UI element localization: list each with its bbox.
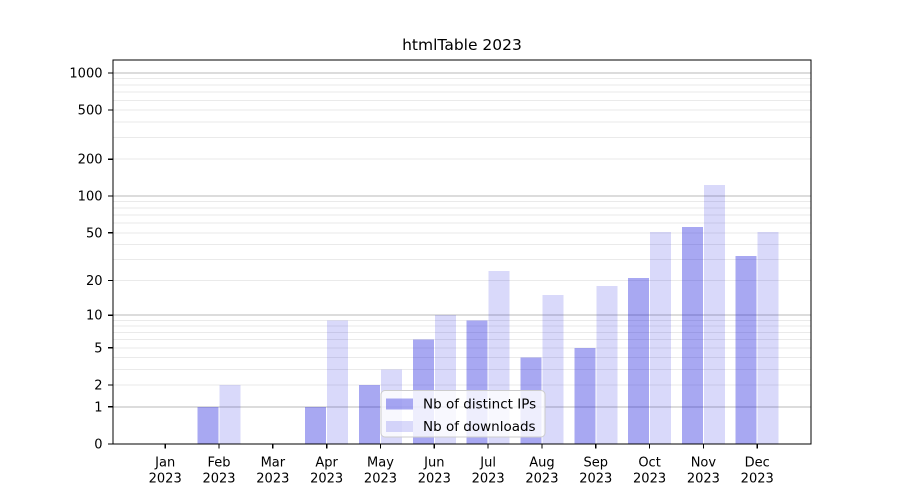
plot-border xyxy=(112,59,812,445)
x-tick-label: Jun xyxy=(423,456,444,471)
y-tick-label: 10 xyxy=(86,309,103,324)
bar-downloads-apr xyxy=(327,320,349,444)
y-tick-label: 500 xyxy=(78,104,103,119)
y-tick-label: 20 xyxy=(86,274,103,289)
y-tick-label: 2 xyxy=(94,378,102,393)
axes: 01251020501002005001000Jan2023Feb2023Mar… xyxy=(69,59,812,487)
bar-ips-oct xyxy=(628,277,650,444)
bar-ips-nov xyxy=(681,226,703,444)
x-tick-label-year: 2023 xyxy=(310,472,343,487)
x-tick-label: May xyxy=(367,456,394,471)
chart-title: htmlTable 2023 xyxy=(402,36,522,54)
y-tick-label: 100 xyxy=(78,190,103,205)
x-tick-label-year: 2023 xyxy=(149,472,182,487)
legend-swatch-ips xyxy=(386,398,413,410)
bar-downloads-oct xyxy=(650,231,672,444)
x-tick-label-year: 2023 xyxy=(202,472,235,487)
y-tick-label: 1 xyxy=(94,400,102,415)
y-tick-label: 5 xyxy=(94,341,102,356)
legend-box xyxy=(380,390,546,438)
x-tick-label: Mar xyxy=(261,456,286,471)
legend: Nb of distinct IPs Nb of downloads xyxy=(380,390,546,438)
x-tick-label: Jul xyxy=(479,456,496,471)
y-tick-label: 1000 xyxy=(69,66,102,81)
x-tick-label-year: 2023 xyxy=(418,472,451,487)
x-tick-label: Dec xyxy=(745,456,770,471)
bar-downloads-feb xyxy=(219,384,241,444)
x-tick-label: Oct xyxy=(638,456,660,471)
bar-downloads-dec xyxy=(757,231,779,444)
x-tick-label: Feb xyxy=(208,456,231,471)
y-tick-label: 200 xyxy=(78,153,103,168)
x-tick-label: Aug xyxy=(529,456,554,471)
bar-ips-dec xyxy=(735,256,757,444)
x-tick-label-year: 2023 xyxy=(633,472,666,487)
legend-label-ips: Nb of distinct IPs xyxy=(423,397,536,413)
x-tick-label-year: 2023 xyxy=(579,472,612,487)
x-tick-label-year: 2023 xyxy=(525,472,558,487)
x-tick-label: Nov xyxy=(691,456,717,471)
legend-label-downloads: Nb of downloads xyxy=(423,419,536,435)
bar-downloads-nov xyxy=(703,185,725,444)
bar-downloads-sep xyxy=(596,285,618,444)
x-tick-label: Sep xyxy=(584,456,609,471)
x-tick-label-year: 2023 xyxy=(687,472,720,487)
x-tick-label-year: 2023 xyxy=(364,472,397,487)
y-tick-label: 50 xyxy=(86,226,103,241)
x-tick-label: Jan xyxy=(154,456,175,471)
bar-downloads-aug xyxy=(542,295,564,444)
x-tick-label-year: 2023 xyxy=(472,472,505,487)
x-tick-label-year: 2023 xyxy=(256,472,289,487)
bar-ips-apr xyxy=(305,406,327,444)
bar-ips-may xyxy=(358,384,380,444)
x-tick-label-year: 2023 xyxy=(741,472,774,487)
bar-ips-feb xyxy=(197,406,219,444)
bar-ips-sep xyxy=(574,347,596,444)
y-tick-label: 0 xyxy=(94,438,102,453)
x-tick-label: Apr xyxy=(315,456,338,471)
legend-swatch-downloads xyxy=(386,421,413,432)
